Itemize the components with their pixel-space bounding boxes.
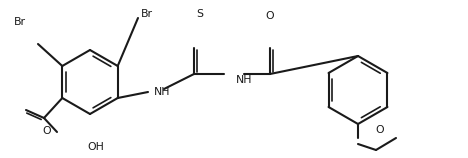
- Text: NH: NH: [154, 87, 170, 97]
- Text: Br: Br: [141, 9, 153, 19]
- Text: O: O: [266, 11, 274, 21]
- Text: OH: OH: [87, 142, 104, 152]
- Text: O: O: [376, 125, 384, 135]
- Text: Br: Br: [14, 17, 26, 27]
- Text: S: S: [197, 9, 204, 19]
- Text: NH: NH: [236, 75, 253, 85]
- Text: O: O: [43, 126, 51, 136]
